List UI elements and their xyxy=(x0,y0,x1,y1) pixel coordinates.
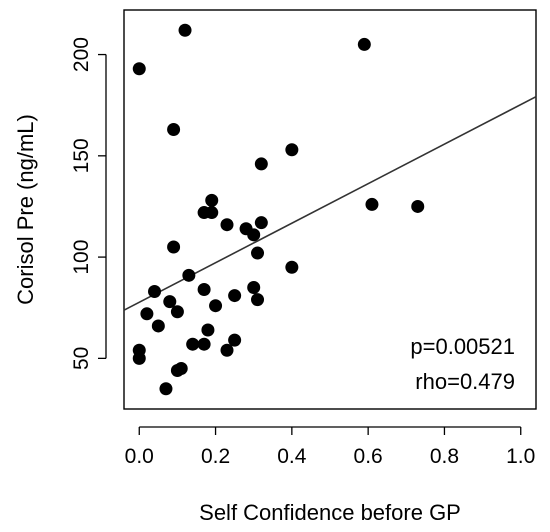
data-point xyxy=(209,299,223,313)
data-point xyxy=(228,289,242,303)
data-point xyxy=(220,343,234,357)
x-axis: 0.0 0.2 0.4 0.6 0.8 1.0 xyxy=(125,426,535,468)
data-point xyxy=(254,216,268,230)
data-point xyxy=(220,218,234,232)
data-point xyxy=(151,319,165,333)
data-point xyxy=(411,199,425,213)
data-point xyxy=(247,228,261,242)
x-tick-label: 0.4 xyxy=(277,445,307,468)
data-point xyxy=(254,157,268,171)
y-tick-label: 150 xyxy=(70,138,93,173)
data-point xyxy=(167,240,181,254)
data-point xyxy=(285,260,299,274)
data-points xyxy=(132,23,425,396)
data-point xyxy=(159,382,173,396)
data-point xyxy=(178,23,192,37)
data-point xyxy=(148,285,162,299)
data-point xyxy=(205,193,219,207)
data-point xyxy=(251,293,265,307)
y-axis: 50 100 150 200 xyxy=(70,37,107,370)
data-point xyxy=(170,305,184,319)
x-tick-label: 0.2 xyxy=(201,445,230,468)
data-point xyxy=(182,268,196,282)
x-tick-label: 0.6 xyxy=(354,445,383,468)
x-axis-label: Self Confidence before GP xyxy=(199,500,461,525)
y-axis-label: Corisol Pre (ng/mL) xyxy=(13,114,38,305)
x-tick-label: 0.0 xyxy=(125,445,154,468)
p-value-annotation: p=0.00521 xyxy=(410,334,515,359)
y-tick-label: 50 xyxy=(70,347,93,370)
y-tick-label: 200 xyxy=(70,37,93,72)
data-point xyxy=(170,364,184,378)
data-point xyxy=(357,37,371,51)
data-point xyxy=(186,337,200,351)
data-point xyxy=(251,246,265,260)
data-point xyxy=(228,333,242,347)
data-point xyxy=(140,307,154,321)
plot-frame xyxy=(123,9,537,410)
x-tick-label: 0.8 xyxy=(430,445,459,468)
data-point xyxy=(132,62,146,76)
data-point xyxy=(285,143,299,157)
data-point xyxy=(197,283,211,297)
y-tick-label: 100 xyxy=(70,240,93,275)
rho-annotation: rho=0.479 xyxy=(415,369,515,394)
data-point xyxy=(201,323,215,337)
data-point xyxy=(365,197,379,211)
data-point xyxy=(132,351,146,365)
data-point xyxy=(205,206,219,220)
data-point xyxy=(163,295,177,309)
data-point xyxy=(197,337,211,351)
data-point xyxy=(167,122,181,136)
data-point xyxy=(247,280,261,294)
x-tick-label: 1.0 xyxy=(506,445,535,468)
